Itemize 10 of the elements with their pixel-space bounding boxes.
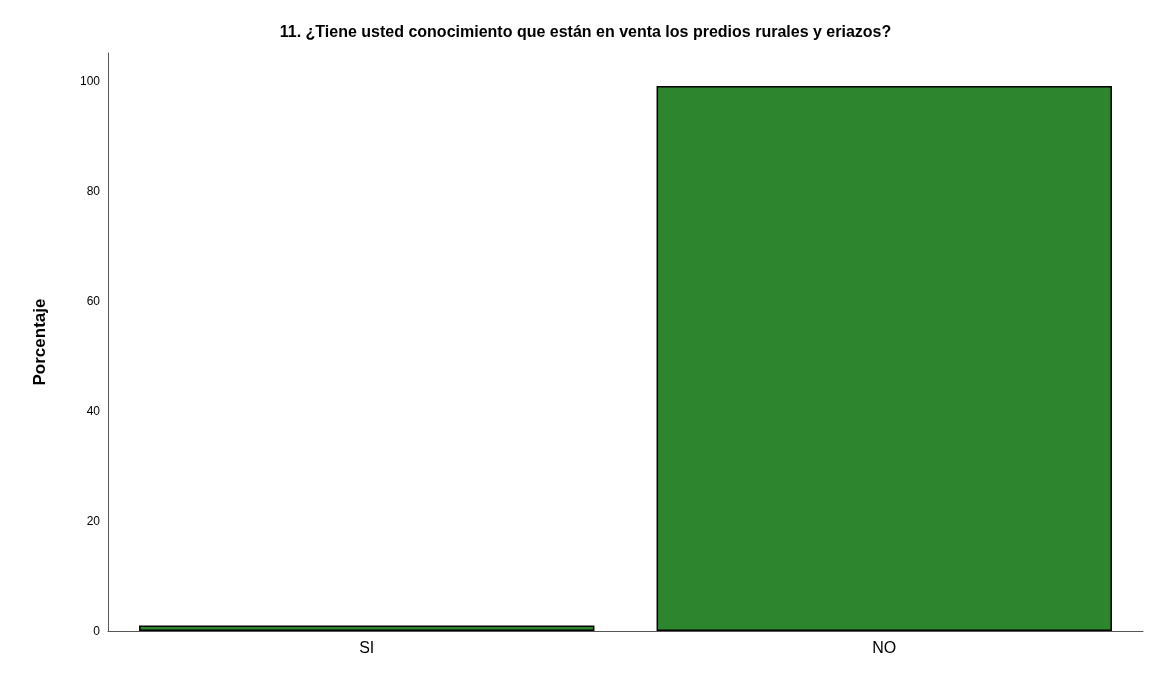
y-tick-label: 20 — [86, 513, 101, 528]
chart-title: 11. ¿Tiene usted conocimiento que están en venta los predios rurales y eriazos? — [279, 22, 892, 40]
x-tick-label: SI — [359, 638, 375, 656]
y-tick-label: 0 — [93, 624, 101, 638]
x-tick-label: NO — [872, 638, 897, 656]
y-tick-label: 40 — [86, 403, 101, 418]
y-tick-label: 80 — [86, 183, 101, 198]
y-tick-label: 100 — [79, 73, 101, 88]
y-tick-label: 60 — [86, 293, 101, 308]
y-axis-title: Porcentaje — [30, 298, 49, 386]
